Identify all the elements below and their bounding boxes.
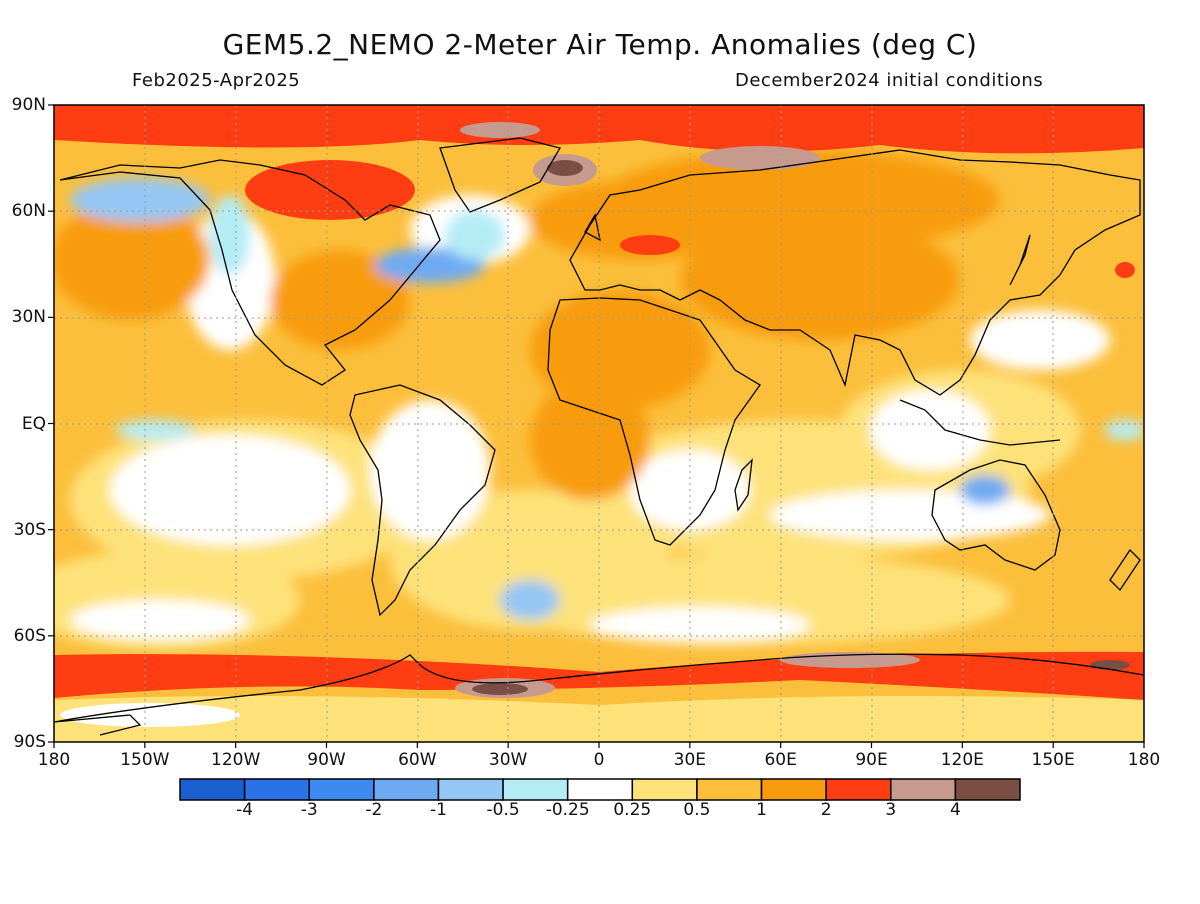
colorbar-swatch xyxy=(437,778,504,801)
colorbar-swatch xyxy=(890,778,957,801)
lon-label: 60E xyxy=(764,750,797,770)
coastlines xyxy=(54,137,1144,736)
colorbar-label: 3 xyxy=(885,800,897,820)
lat-label: 90N xyxy=(11,95,46,115)
lat-label: 30S xyxy=(13,519,46,540)
lat-label: 30N xyxy=(11,307,46,328)
lon-label: 90W xyxy=(307,750,346,770)
colorbar-swatch xyxy=(631,778,698,801)
lon-label: 30W xyxy=(488,750,528,770)
axis-ticks xyxy=(48,104,1145,748)
lon-label: 120W xyxy=(211,750,261,770)
lon-label: 150E xyxy=(1031,750,1075,770)
colorbar-label: 4 xyxy=(949,800,961,820)
map-title: GEM5.2_NEMO 2-Meter Air Temp. Anomalies … xyxy=(222,28,978,61)
initial-conditions: December2024 initial conditions xyxy=(735,70,1044,91)
lat-label: 90S xyxy=(13,732,46,752)
lat-label: 60N xyxy=(11,201,46,222)
colorbar-label: 0.25 xyxy=(613,800,652,820)
lon-label: 150W xyxy=(120,750,170,770)
forecast-period: Feb2025-Apr2025 xyxy=(132,70,301,91)
colorbar-label: 2 xyxy=(820,800,832,820)
gridlines xyxy=(54,105,1144,742)
colorbar-swatch xyxy=(696,778,763,801)
colorbar-label: -1 xyxy=(429,800,447,820)
lon-label: 30E xyxy=(673,750,707,770)
colorbar-swatch xyxy=(502,778,569,801)
colorbar-swatch xyxy=(179,778,246,801)
lat-label: EQ xyxy=(21,413,46,434)
lon-label: 180 xyxy=(37,750,71,770)
colorbar-swatch xyxy=(243,778,310,801)
colorbar-swatch xyxy=(954,778,1021,801)
lat-label: 60S xyxy=(13,625,46,646)
colorbar xyxy=(179,778,1021,801)
colorbar-label: -4 xyxy=(236,800,254,820)
colorbar-label: -0.5 xyxy=(486,800,520,820)
lon-label: 0 xyxy=(593,750,605,770)
colorbar-label: -3 xyxy=(300,800,318,820)
colorbar-swatch xyxy=(760,778,827,801)
colorbar-label: 1 xyxy=(756,800,767,820)
colorbar-label: -2 xyxy=(365,800,383,820)
lon-label: 180 xyxy=(1127,750,1161,770)
colorbar-swatch xyxy=(566,778,634,801)
colorbar-swatch xyxy=(308,778,375,801)
colorbar-swatch xyxy=(373,778,440,801)
lon-label: 60W xyxy=(398,750,437,770)
lon-label: 90E xyxy=(855,750,888,770)
colorbar-label: 0.5 xyxy=(683,800,711,820)
colorbar-label: -0.25 xyxy=(545,800,590,820)
colorbar-swatch xyxy=(825,778,892,801)
lon-label: 120E xyxy=(940,750,984,770)
